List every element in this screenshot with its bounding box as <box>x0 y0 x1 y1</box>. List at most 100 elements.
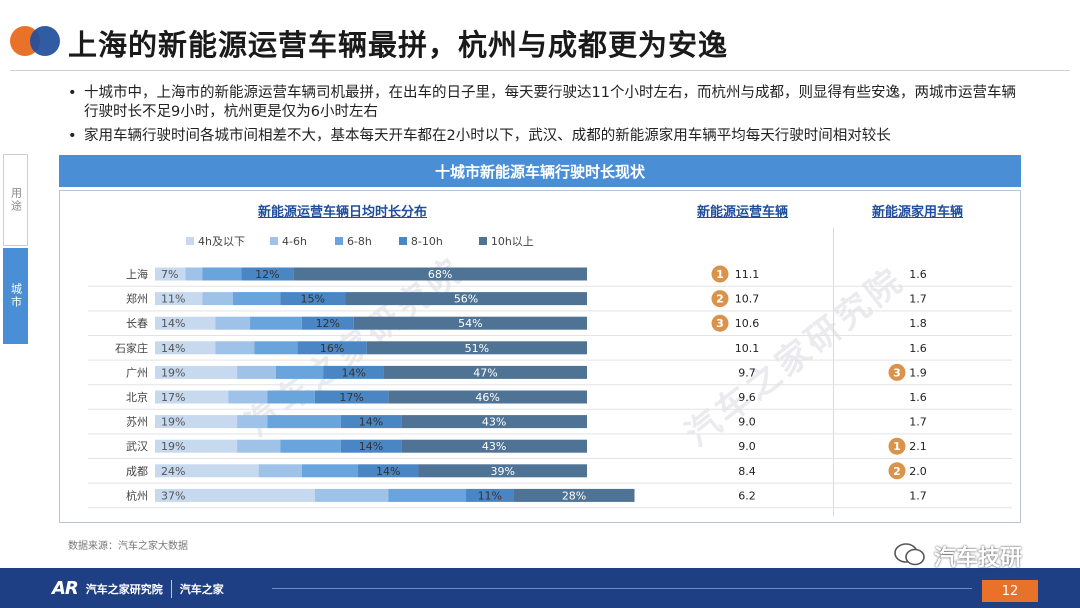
bar-segment <box>267 390 315 404</box>
data-label: 56% <box>454 293 478 306</box>
bar-segment <box>280 292 346 306</box>
bar-segment <box>202 292 233 306</box>
data-label: 14% <box>161 342 185 355</box>
bar-segment <box>297 341 367 355</box>
private-hours-value: 1.7 <box>909 416 927 429</box>
page-number: 12 <box>982 580 1038 602</box>
data-label: 47% <box>473 366 497 379</box>
data-label: 12% <box>316 317 340 330</box>
data-label: 46% <box>475 391 499 404</box>
bar-segment <box>323 365 384 379</box>
data-label: 12% <box>255 268 279 281</box>
summary-bullets: 十城市中，上海市的新能源运营车辆司机最拼，在出车的日子里，每天要行驶达11个小时… <box>66 84 1026 151</box>
bar-segment <box>250 316 302 330</box>
bar-segment <box>267 415 341 429</box>
legend-swatch <box>478 237 487 245</box>
bar-segment <box>401 439 587 453</box>
data-label: 14% <box>359 440 383 453</box>
data-label: 16% <box>320 342 344 355</box>
brand-name: 汽车之家研究院 <box>85 582 163 596</box>
footer-brand: AR 汽车之家研究院 汽车之家 <box>52 578 224 599</box>
data-label: 19% <box>161 416 185 429</box>
rank-label: 1 <box>893 440 901 453</box>
operating-hours-value: 9.6 <box>738 391 756 404</box>
rank-label: 1 <box>716 268 724 281</box>
footer-line <box>272 588 972 589</box>
legend-swatch <box>269 237 278 245</box>
legend-swatch <box>186 237 194 245</box>
data-label: 19% <box>161 366 185 379</box>
bar-segment <box>275 365 324 379</box>
private-hours-value: 1.7 <box>909 293 927 306</box>
side-tab-usage[interactable]: 用途 <box>3 154 28 246</box>
bar-segment <box>155 390 229 404</box>
title-divider <box>10 70 1070 71</box>
side-tab-city[interactable]: 城市 <box>3 248 28 344</box>
rank-label: 3 <box>893 366 901 379</box>
brand-name-2: 汽车之家 <box>179 582 224 596</box>
operating-hours-value: 8.4 <box>738 465 756 478</box>
data-label: 17% <box>339 391 363 404</box>
category-label: 长春 <box>126 317 148 330</box>
bar-segment <box>155 316 216 330</box>
page-title: 上海的新能源运营车辆最拼，杭州与成都更为安逸 <box>68 28 729 62</box>
legend-label: 8-10h <box>410 234 443 248</box>
data-label: 51% <box>465 342 489 355</box>
bar-segment <box>258 464 302 478</box>
legend-swatch <box>334 237 343 245</box>
private-hours-value: 1.6 <box>909 391 927 404</box>
category-label: 苏州 <box>126 416 148 429</box>
operating-hours-value: 6.2 <box>738 489 756 502</box>
category-label: 郑州 <box>126 292 148 306</box>
data-label: 28% <box>562 489 586 502</box>
bar-segment <box>383 365 587 379</box>
legend-item: 8-10h <box>398 233 443 249</box>
bar-segment <box>301 316 354 330</box>
private-hours-value: 2.1 <box>909 440 927 453</box>
rank-label: 2 <box>716 293 724 306</box>
data-label: 37% <box>161 489 185 502</box>
legend-label: 6-8h <box>346 234 372 248</box>
legend-item: 4-6h <box>269 233 307 249</box>
bar-segment <box>345 292 587 306</box>
data-label: 43% <box>482 416 506 429</box>
chart-legend: 4h及以下 4-6h 6-8h 8-10h 10h以上 <box>186 233 534 249</box>
bar-segment <box>155 267 186 281</box>
bar-segment <box>155 488 315 502</box>
section-banner: 十城市新能源车辆行驶时长现状 <box>59 155 1021 187</box>
brand-dots-icon <box>10 24 60 58</box>
data-label: 14% <box>161 317 185 330</box>
data-label: 14% <box>376 465 400 478</box>
bar-segment <box>418 464 587 478</box>
category-label: 杭州 <box>126 488 148 502</box>
bar-segment <box>155 341 216 355</box>
data-label: 43% <box>482 440 506 453</box>
bar-segment <box>388 488 467 502</box>
bar-segment <box>228 390 268 404</box>
chart-frame <box>59 190 1021 523</box>
bar-segment <box>241 267 294 281</box>
bar-segment <box>254 341 298 355</box>
private-hours-value: 1.7 <box>909 489 927 502</box>
data-label: 11% <box>161 293 185 306</box>
bar-segment <box>353 316 587 330</box>
bar-segment <box>155 365 238 379</box>
bar-segment <box>280 439 341 453</box>
operating-hours-value: 9.0 <box>738 416 756 429</box>
bar-segment <box>401 415 587 429</box>
private-hours-value: 1.9 <box>909 366 927 379</box>
bar-segment <box>314 488 389 502</box>
legend-label: 10h以上 <box>490 235 534 248</box>
legend-item: 6-8h <box>334 233 372 249</box>
column-divider <box>833 228 834 516</box>
bar-segment <box>202 267 242 281</box>
private-header: 新能源家用车辆 <box>872 205 964 220</box>
bar-segment <box>366 341 587 355</box>
data-label: 17% <box>161 391 185 404</box>
brand-logo-mark: AR <box>52 578 79 599</box>
bar-segment <box>215 316 251 330</box>
bar-segment <box>358 464 419 478</box>
bar-segment <box>185 267 203 281</box>
